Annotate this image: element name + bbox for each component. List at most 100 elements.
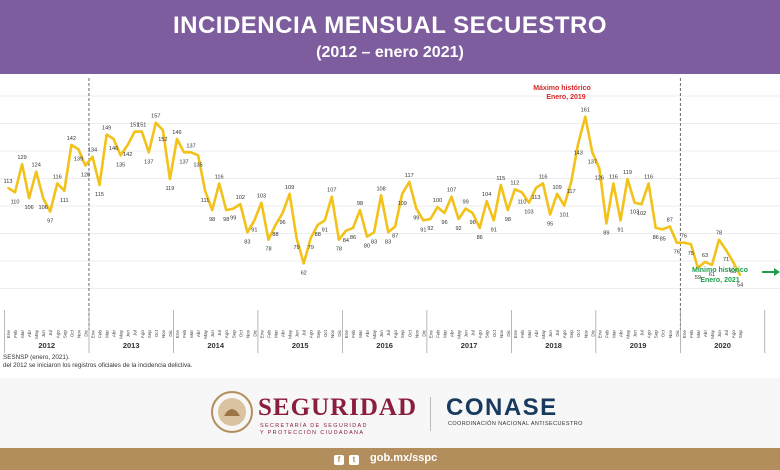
month-tick-label: Feb	[689, 330, 694, 338]
data-label: 149	[102, 126, 111, 132]
month-tick-label: May	[710, 329, 715, 338]
data-label: 115	[95, 192, 104, 198]
data-label: 78	[265, 247, 271, 253]
data-label: 79	[294, 245, 300, 251]
data-label: 99	[413, 216, 419, 222]
max-annotation-date: Enero, 2019	[546, 94, 585, 101]
data-label: 151	[137, 123, 146, 129]
data-point	[267, 238, 270, 241]
month-tick-label: Feb	[351, 330, 356, 338]
month-tick-label: Jun	[464, 330, 469, 338]
month-tick-label: Abr	[534, 330, 539, 338]
month-tick-label: Feb	[98, 330, 103, 338]
data-label: 129	[17, 155, 26, 161]
month-tick-label: Nov	[499, 329, 504, 338]
data-point	[91, 155, 94, 158]
data-label: 161	[581, 108, 590, 114]
data-label: 113	[532, 195, 541, 201]
title-banner	[0, 0, 780, 74]
facebook-icon[interactable]: f	[334, 455, 344, 465]
month-tick-label: Sep	[231, 330, 236, 339]
month-tick-label: Feb	[435, 330, 440, 338]
month-tick-label: Mar	[696, 330, 701, 338]
data-point	[732, 261, 735, 263]
data-point	[225, 209, 228, 211]
data-label: 103	[524, 210, 533, 216]
data-point	[42, 197, 45, 200]
data-point	[563, 204, 566, 207]
data-label: 71	[723, 257, 729, 263]
data-label: 106	[39, 205, 48, 211]
data-point	[394, 225, 397, 228]
bottom-bar	[0, 448, 780, 470]
data-point	[253, 219, 256, 222]
month-tick-label: Nov	[414, 329, 419, 338]
data-point	[49, 210, 52, 213]
data-point	[190, 151, 192, 154]
month-tick-label: Jun	[295, 330, 300, 338]
month-tick-label: Feb	[266, 330, 271, 338]
data-point	[668, 225, 671, 228]
data-label: 119	[623, 170, 632, 176]
month-tick-label: Jul	[302, 330, 307, 336]
data-point	[197, 154, 199, 157]
year-label: 2019	[630, 341, 647, 350]
data-label: 96	[441, 220, 447, 226]
month-tick-label: May	[541, 329, 546, 338]
data-point	[521, 191, 523, 194]
month-tick-label: Jun	[126, 330, 131, 338]
data-point	[640, 203, 643, 206]
data-label: 143	[574, 150, 583, 156]
data-point	[380, 194, 383, 197]
data-label: 134	[88, 148, 97, 154]
data-point	[682, 241, 685, 244]
data-point	[183, 151, 185, 154]
month-tick-label: Ene	[90, 330, 95, 339]
website-link[interactable]: gob.mx/sspc	[370, 452, 438, 464]
data-point	[499, 183, 502, 186]
data-label: 104	[482, 192, 491, 198]
month-tick-label: Sep	[400, 330, 405, 339]
year-label: 2014	[207, 341, 225, 350]
data-label: 92	[427, 226, 433, 232]
year-label: 2012	[38, 341, 55, 350]
month-tick-label: Mar	[105, 330, 110, 338]
month-tick-label: Nov	[161, 329, 166, 338]
month-tick-label: Feb	[520, 330, 525, 338]
month-tick-label: Jul	[48, 330, 53, 336]
twitter-icon[interactable]: t	[349, 455, 359, 465]
data-label: 101	[559, 213, 568, 219]
data-point	[739, 274, 742, 277]
month-tick-label: May	[203, 329, 208, 338]
series-line	[7, 115, 742, 276]
data-label: 87	[667, 217, 673, 223]
month-tick-label: Jul	[133, 330, 138, 336]
data-point	[295, 237, 298, 240]
month-tick-label: Oct	[576, 329, 581, 337]
data-label: 108	[376, 186, 385, 192]
source-note: SESNSP (enero, 2021).	[3, 354, 70, 361]
data-point	[126, 143, 129, 146]
month-tick-label: Ene	[259, 330, 264, 339]
data-label: 109	[552, 185, 561, 191]
month-tick-label: Jul	[471, 330, 476, 336]
data-point	[147, 151, 150, 154]
month-tick-label: Ene	[682, 330, 687, 339]
month-tick-label: Jul	[640, 330, 645, 336]
data-label: 96	[279, 220, 285, 226]
month-tick-label: May	[119, 329, 124, 338]
data-label: 76	[681, 234, 687, 240]
min-arrow-icon	[762, 268, 780, 276]
data-label: 110	[517, 199, 526, 205]
data-label: 109	[285, 185, 294, 191]
data-label: 102	[236, 195, 245, 201]
data-point	[84, 164, 87, 167]
data-point	[7, 186, 9, 189]
month-tick-label: Oct	[69, 329, 74, 337]
data-label: 88	[315, 232, 321, 238]
month-tick-label: Oct	[492, 329, 497, 337]
data-point	[14, 191, 16, 194]
data-label: 113	[4, 179, 13, 185]
data-label: 128	[81, 173, 90, 179]
month-tick-label: Ago	[647, 330, 652, 339]
